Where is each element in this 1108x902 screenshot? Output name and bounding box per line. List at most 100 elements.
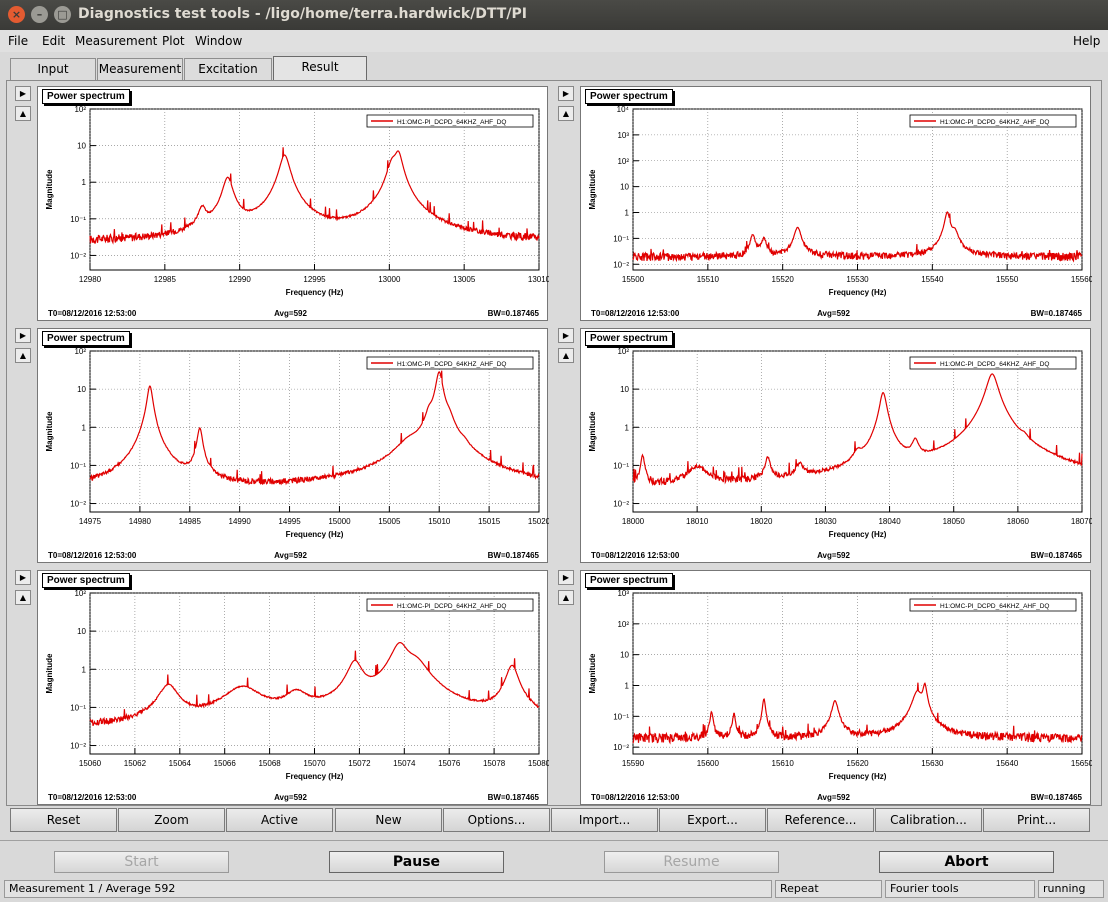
legend-label: H1:OMC-PI_DCPD_64KHZ_AHF_DQ: [940, 603, 1049, 610]
x-tick-label: 15610: [772, 759, 795, 768]
power-spectrum-chart[interactable]: 15060 15062 15064 15066 15068 15070 15072 15074…: [38, 571, 549, 806]
resume-button[interactable]: Resume: [604, 851, 779, 873]
power-spectrum-panel[interactable]: 15590 15600 15610 15620 15630 15640 15650 10⁻² 1…: [580, 570, 1092, 806]
panel-collapse-button[interactable]: ▲: [15, 106, 31, 121]
footer-avg: Avg=592: [274, 551, 307, 560]
footer-t0: T0=08/12/2016 12:53:00: [48, 793, 137, 802]
y-tick-label: 10²: [74, 589, 86, 598]
abort-button[interactable]: Abort: [879, 851, 1054, 873]
y-tick-label: 10⁻²: [613, 500, 629, 509]
print-button[interactable]: Print...: [983, 808, 1090, 832]
x-tick-label: 15015: [478, 517, 501, 526]
y-axis-label: Magnitude: [45, 411, 54, 452]
power-spectrum-chart[interactable]: 12980 12985 12990 12995 13000 13005 13010 10⁻² 1…: [38, 87, 549, 322]
footer-bw: BW=0.187465: [488, 551, 540, 560]
power-spectrum-chart[interactable]: 18000 18010 18020 18030 18040 18050 18060 18070…: [581, 329, 1092, 564]
x-tick-label: 18030: [814, 517, 837, 526]
x-axis-label: Frequency (Hz): [286, 288, 344, 297]
x-tick-label: 15076: [438, 759, 461, 768]
y-axis-label: Magnitude: [588, 169, 597, 210]
power-spectrum-panel[interactable]: 15060 15062 15064 15066 15068 15070 15072 15074…: [37, 570, 549, 806]
y-axis-label: Magnitude: [45, 169, 54, 210]
x-tick-label: 15620: [846, 759, 869, 768]
x-tick-label: 14995: [278, 517, 301, 526]
legend-box: [909, 114, 1077, 128]
panel-collapse-button[interactable]: ▲: [558, 590, 574, 605]
panel-title: Power spectrum: [42, 573, 130, 588]
minimize-icon[interactable]: –: [31, 6, 48, 23]
legend-label: H1:OMC-PI_DCPD_64KHZ_AHF_DQ: [397, 361, 506, 368]
reference-button[interactable]: Reference...: [767, 808, 874, 832]
x-tick-label: 15520: [772, 275, 795, 284]
y-tick-label: 10: [77, 627, 86, 636]
start-button[interactable]: Start: [54, 851, 229, 873]
power-spectrum-chart[interactable]: 15500 15510 15520 15530 15540 15550 15560 10⁻² 1…: [581, 87, 1092, 322]
y-tick-label: 1: [625, 681, 630, 690]
menu-edit[interactable]: Edit: [42, 34, 66, 48]
legend-label: H1:OMC-PI_DCPD_64KHZ_AHF_DQ: [397, 603, 506, 610]
panel-collapse-button[interactable]: ▲: [15, 348, 31, 363]
x-tick-label: 14980: [129, 517, 152, 526]
menu-window[interactable]: Window: [195, 34, 243, 48]
power-spectrum-panel[interactable]: 15500 15510 15520 15530 15540 15550 15560 10⁻² 1…: [580, 86, 1092, 322]
x-axis-label: Frequency (Hz): [829, 288, 887, 297]
menu-plot[interactable]: Plot: [162, 34, 185, 48]
panel-expand-button[interactable]: ▶: [15, 328, 31, 343]
maximize-icon[interactable]: □: [54, 6, 71, 23]
menu-help[interactable]: Help: [1073, 34, 1101, 48]
y-tick-label: 10²: [74, 347, 86, 356]
x-tick-label: 15072: [348, 759, 371, 768]
tab-measurement[interactable]: Measurement: [97, 58, 183, 80]
x-tick-label: 14985: [179, 517, 202, 526]
import-button[interactable]: Import...: [551, 808, 658, 832]
power-spectrum-panel[interactable]: 12980 12985 12990 12995 13000 13005 13010 10⁻² 1…: [37, 86, 549, 322]
footer-bw: BW=0.187465: [1031, 309, 1083, 318]
reset-button[interactable]: Reset: [10, 808, 117, 832]
legend-box: [909, 356, 1077, 370]
active-button[interactable]: Active: [226, 808, 333, 832]
y-tick-label: 10: [620, 183, 629, 192]
footer-t0: T0=08/12/2016 12:53:00: [591, 793, 680, 802]
pause-button[interactable]: Pause: [329, 851, 504, 873]
tab-input[interactable]: Input: [10, 58, 96, 80]
x-tick-label: 15010: [428, 517, 451, 526]
y-axis-label: Magnitude: [588, 411, 597, 452]
zoom-button[interactable]: Zoom: [118, 808, 225, 832]
panel-title: Power spectrum: [585, 331, 673, 346]
y-tick-label: 10: [620, 651, 629, 660]
y-tick-label: 10²: [617, 157, 629, 166]
options-button[interactable]: Options...: [443, 808, 550, 832]
footer-avg: Avg=592: [817, 793, 850, 802]
legend-label: H1:OMC-PI_DCPD_64KHZ_AHF_DQ: [940, 361, 1049, 368]
panel-title: Power spectrum: [585, 573, 673, 588]
close-icon[interactable]: ×: [8, 6, 25, 23]
panel-collapse-button[interactable]: ▲: [15, 590, 31, 605]
panel-collapse-button[interactable]: ▲: [558, 348, 574, 363]
legend-box: [909, 598, 1077, 612]
panel-expand-button[interactable]: ▶: [558, 570, 574, 585]
power-spectrum-panel[interactable]: 14975 14980 14985 14990 14995 15000 15005 15010…: [37, 328, 549, 564]
panel-expand-button[interactable]: ▶: [558, 328, 574, 343]
y-tick-label: 10²: [74, 105, 86, 114]
panel-expand-button[interactable]: ▶: [558, 86, 574, 101]
calibration-button[interactable]: Calibration...: [875, 808, 982, 832]
power-spectrum-panel[interactable]: 18000 18010 18020 18030 18040 18050 18060 18070…: [580, 328, 1092, 564]
panel-collapse-button[interactable]: ▲: [558, 106, 574, 121]
spectrum-trace: [632, 211, 1083, 263]
x-tick-label: 18000: [622, 517, 645, 526]
title-bar: × – □ Diagnostics test tools - /ligo/hom…: [0, 0, 1108, 30]
footer-avg: Avg=592: [274, 793, 307, 802]
tab-excitation[interactable]: Excitation: [184, 58, 272, 80]
power-spectrum-chart[interactable]: 15590 15600 15610 15620 15630 15640 15650 10⁻² 1…: [581, 571, 1092, 806]
menu-measurement[interactable]: Measurement: [75, 34, 158, 48]
power-spectrum-chart[interactable]: 14975 14980 14985 14990 14995 15000 15005 15010…: [38, 329, 549, 564]
export-button[interactable]: Export...: [659, 808, 766, 832]
panel-expand-button[interactable]: ▶: [15, 570, 31, 585]
x-tick-label: 15550: [996, 275, 1019, 284]
tab-result[interactable]: Result: [273, 56, 367, 81]
menu-file[interactable]: File: [8, 34, 29, 48]
x-tick-label: 15540: [921, 275, 944, 284]
new-button[interactable]: New: [335, 808, 442, 832]
x-tick-label: 15650: [1071, 759, 1092, 768]
panel-expand-button[interactable]: ▶: [15, 86, 31, 101]
